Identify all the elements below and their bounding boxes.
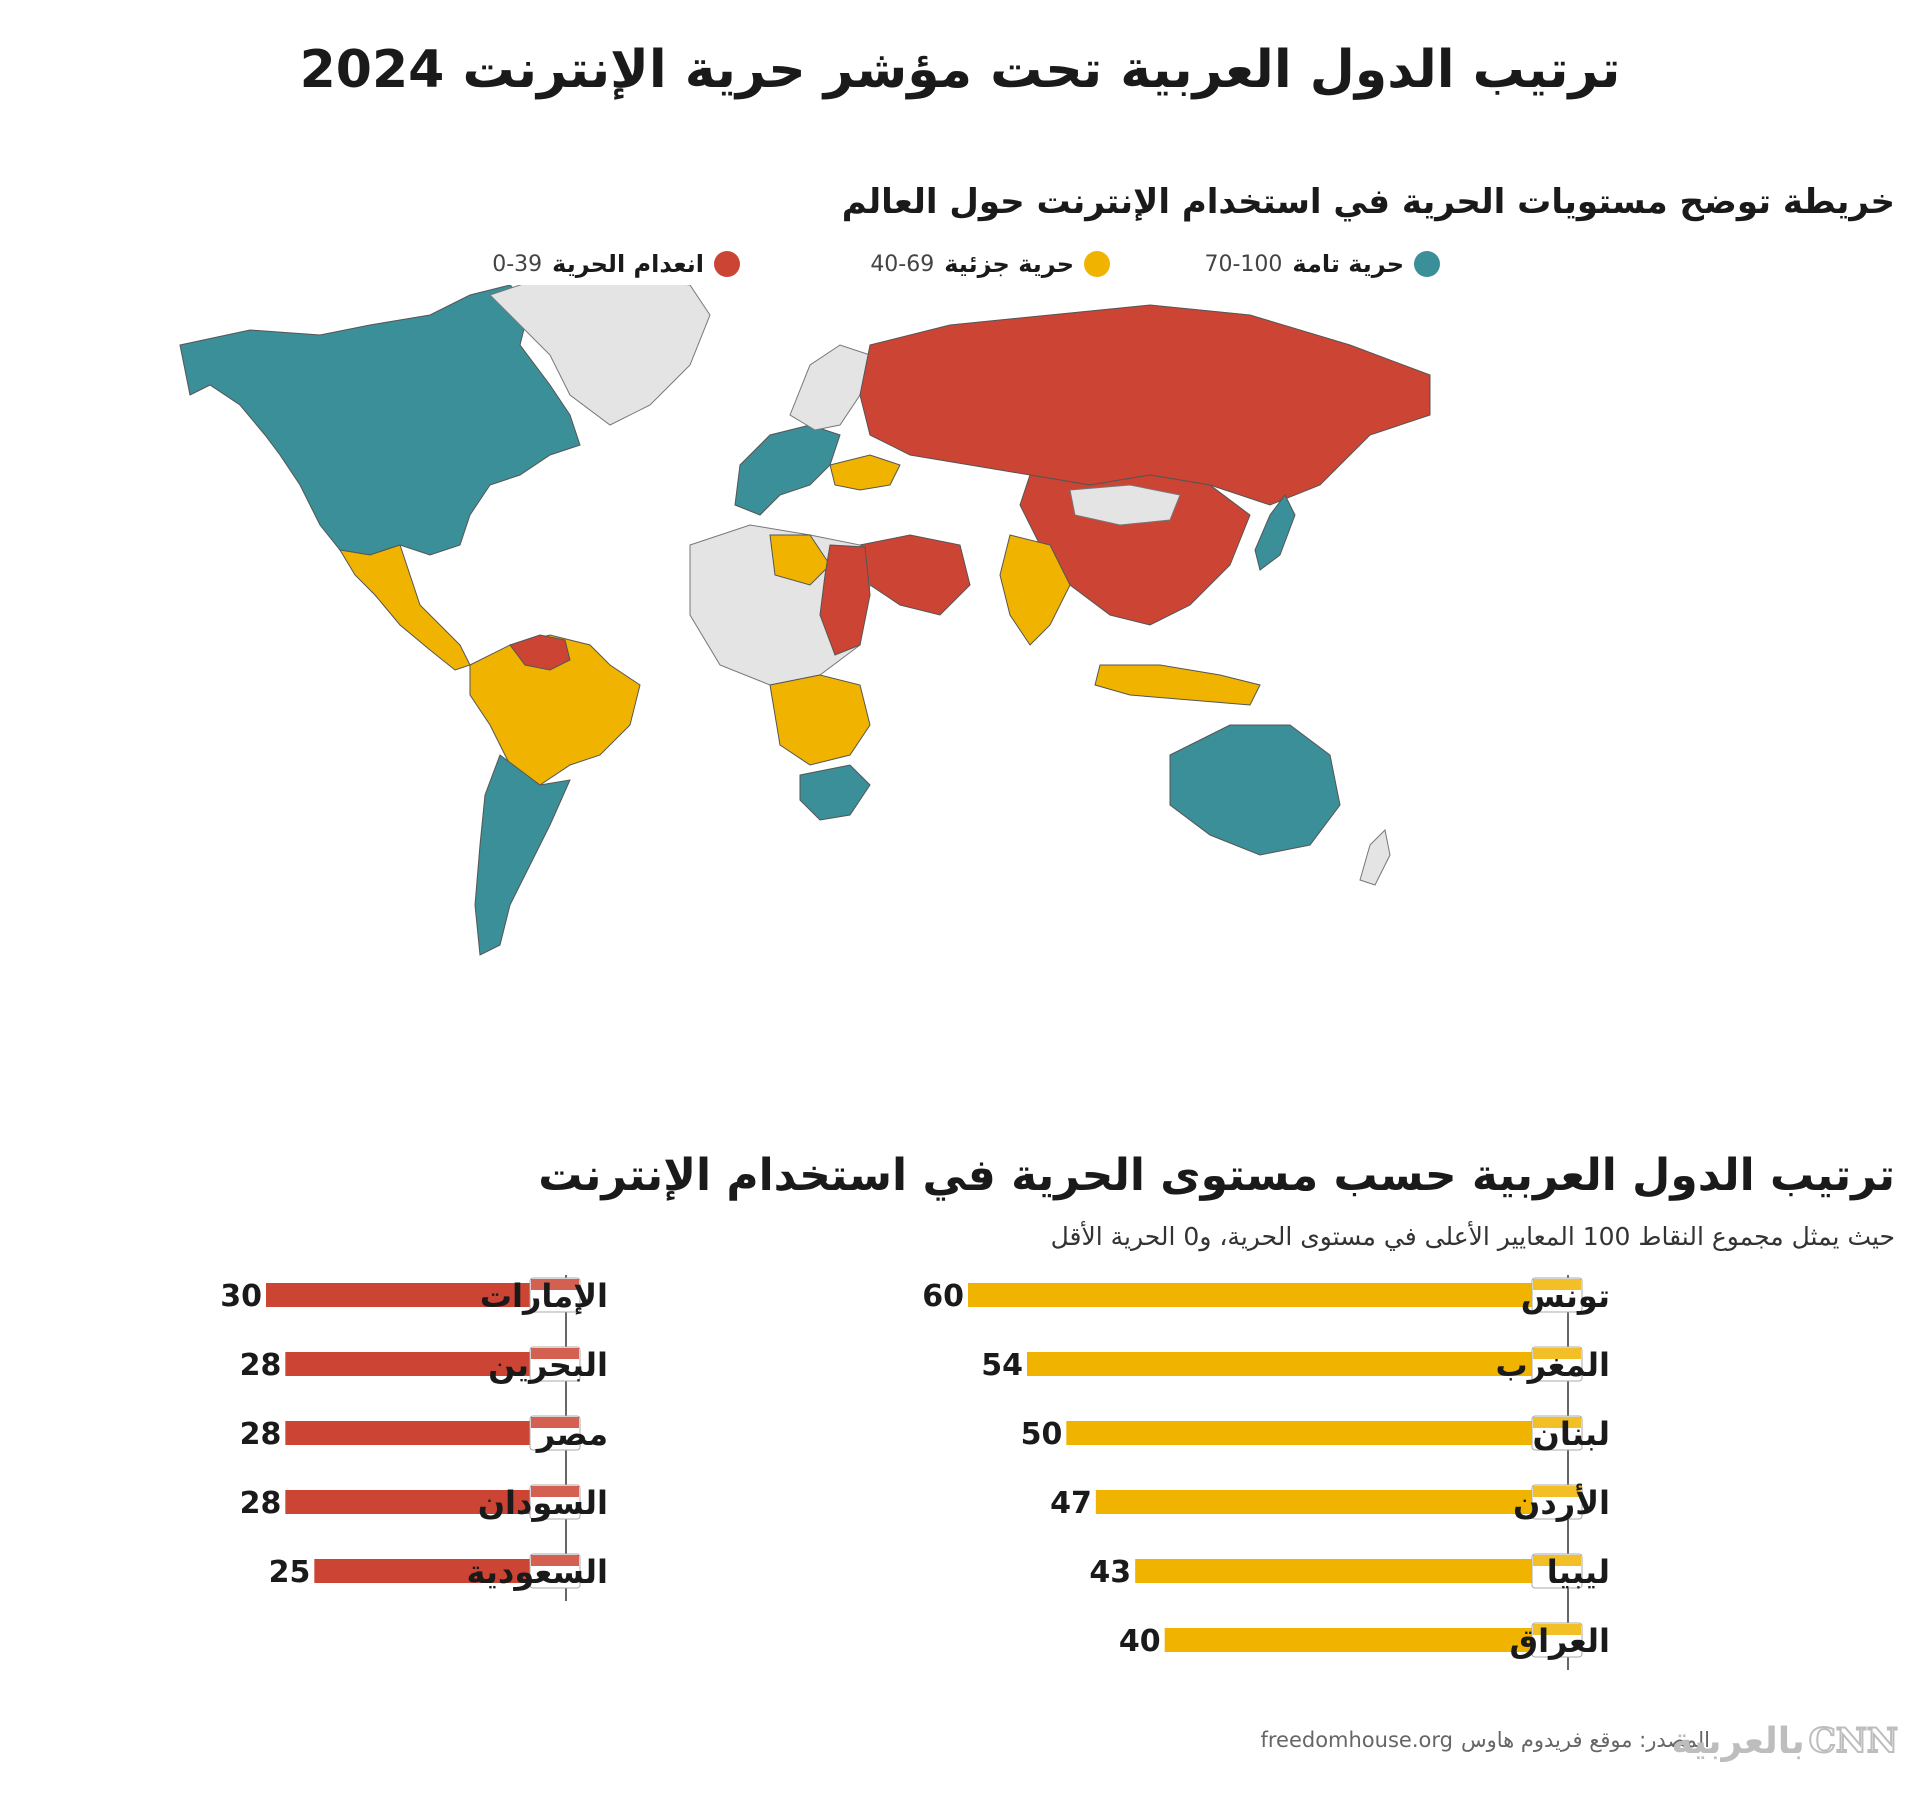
country-flag-stripe-0-4 (1533, 1555, 1581, 1566)
bar-value-1-3: 28 (240, 1486, 282, 1521)
bar-0-4 (1135, 1559, 1558, 1583)
world-map (179, 285, 1431, 956)
legend-label-partial-freedom: حرية جزئية (944, 250, 1074, 278)
region-southeast-asia (1094, 664, 1261, 706)
legend-label-full-freedom: حرية تامة (1292, 250, 1404, 278)
map-legend: حرية تامة 70-100 حرية جزئية 40-69 انعدام… (460, 246, 1440, 286)
region-western-europe (734, 424, 841, 516)
country-flag-stripe-0-1 (1533, 1348, 1581, 1359)
logo-cnn-text: CNN (1808, 1720, 1899, 1762)
legend-range-partial-freedom: 40-69 (870, 251, 935, 277)
bar-value-0-1: 54 (981, 1348, 1023, 1383)
country-flag-stripe-1-3 (531, 1486, 579, 1497)
country-flag-stripe-0-0 (1533, 1279, 1581, 1290)
legend-item-partial-freedom: حرية جزئية 40-69 (870, 246, 1110, 282)
page-title: ترتيب الدول العربية تحت مؤشر حرية الإنتر… (299, 40, 1621, 100)
ranking-chart: 60 تونس 54 المغرب 50 لبنان 47 الأردن 43 ليبيا 40 ال… (220, 1275, 1610, 1670)
source-label: المصدر: موقع فريدوم هاوس (1460, 1728, 1710, 1752)
country-name-0-4: ليبيا (1547, 1553, 1610, 1591)
region-new-zealand (1359, 828, 1391, 886)
country-name-1-2: مصر (535, 1415, 608, 1453)
country-flag-stripe-1-4 (531, 1555, 579, 1566)
country-name-1-1: البحرين (488, 1346, 608, 1384)
region-mexico (339, 544, 471, 671)
region-venezuela (509, 634, 571, 671)
bar-0-0 (968, 1283, 1558, 1307)
region-central-africa (769, 674, 871, 766)
bar-1-1 (285, 1352, 556, 1376)
bar-0-3 (1095, 1490, 1558, 1514)
source-url: freedomhouse.org (1260, 1728, 1453, 1752)
legend-item-full-freedom: حرية تامة 70-100 (1204, 246, 1440, 282)
cnn-arabic-logo: CNN بالعربية (1671, 1716, 1899, 1766)
country-name-0-2: لبنان (1533, 1415, 1610, 1453)
bar-value-1-1: 28 (240, 1348, 282, 1383)
footer: المصدر: موقع فريدوم هاوس freedomhouse.or… (1260, 1728, 1710, 1752)
country-name-0-3: الأردن (1513, 1483, 1610, 1522)
legend-dot-full-freedom (1414, 251, 1440, 277)
bar-value-1-4: 25 (269, 1555, 311, 1590)
country-flag-stripe-0-2 (1533, 1417, 1581, 1428)
legend-item-no-freedom: انعدام الحرية 0-39 (492, 246, 740, 282)
country-flag-stripe-0-3 (1533, 1486, 1581, 1497)
country-name-0-1: المغرب (1495, 1346, 1610, 1384)
region-north-america (179, 285, 581, 556)
country-flag-stripe-1-1 (531, 1348, 579, 1359)
region-japan (1254, 494, 1296, 571)
region-south-america-south (474, 754, 571, 956)
ranking-title: ترتيب الدول العربية حسب مستوى الحرية في … (538, 1150, 1895, 1201)
legend-range-no-freedom: 0-39 (492, 251, 543, 277)
region-libya-tunisia (769, 534, 831, 586)
bar-0-1 (1027, 1352, 1558, 1376)
bar-value-0-4: 43 (1089, 1555, 1131, 1590)
country-name-1-0: الإمارات (480, 1277, 608, 1315)
region-egypt-sudan (819, 544, 871, 656)
region-russia (859, 304, 1431, 506)
bar-1-4 (314, 1559, 556, 1583)
bar-0-5 (1164, 1628, 1558, 1652)
region-south-america-north (469, 634, 641, 786)
country-name-0-0: تونس (1521, 1277, 1610, 1315)
country-name-1-4: السعودية (466, 1553, 608, 1591)
bar-value-0-0: 60 (922, 1279, 964, 1314)
region-eastern-europe (829, 454, 901, 491)
legend-dot-partial-freedom (1084, 251, 1110, 277)
region-scandinavia (789, 344, 871, 431)
country-name-0-5: العراق (1509, 1622, 1610, 1660)
region-india (999, 534, 1071, 646)
bar-1-3 (285, 1490, 556, 1514)
region-greenland (489, 285, 711, 426)
bar-0-2 (1066, 1421, 1558, 1445)
country-flag-stripe-1-0 (531, 1279, 579, 1290)
country-flag-stripe-1-2 (531, 1417, 579, 1428)
region-australia (1169, 724, 1341, 856)
bar-value-1-2: 28 (240, 1417, 282, 1452)
bar-value-0-3: 47 (1050, 1486, 1092, 1521)
ranking-subtitle: حيث يمثل مجموع النقاط 100 المعايير الأعل… (1050, 1222, 1895, 1251)
bar-1-2 (285, 1421, 556, 1445)
bar-value-0-5: 40 (1119, 1624, 1161, 1659)
region-southern-africa (799, 764, 871, 821)
legend-dot-no-freedom (714, 251, 740, 277)
country-name-1-3: السودان (478, 1484, 608, 1522)
region-mongolia (1069, 484, 1181, 526)
bar-value-1-0: 30 (220, 1279, 262, 1314)
country-flag-stripe-0-5 (1533, 1624, 1581, 1635)
legend-label-no-freedom: انعدام الحرية (552, 250, 704, 278)
logo-arabic-text: بالعربية (1671, 1720, 1805, 1762)
region-middle-east (859, 534, 971, 616)
legend-range-full-freedom: 70-100 (1204, 251, 1283, 277)
bar-1-0 (266, 1283, 556, 1307)
map-title: خريطة توضح مستويات الحرية في استخدام الإ… (841, 182, 1895, 222)
bar-value-0-2: 50 (1021, 1417, 1063, 1452)
